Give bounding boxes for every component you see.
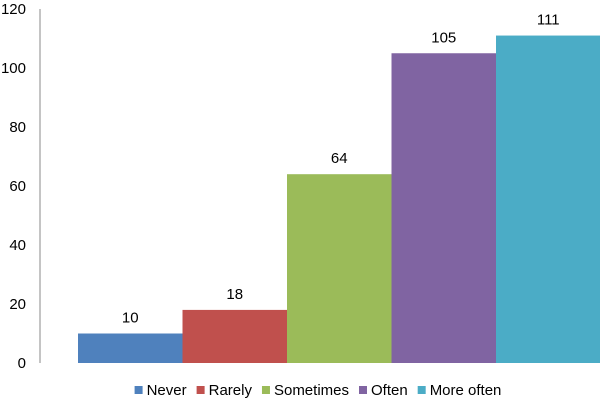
y-tick-label: 100 [1, 60, 26, 77]
bar-more-often [496, 35, 600, 364]
y-axis-ticks: 0 20 40 60 80 100 120 [1, 1, 26, 372]
legend-swatch [359, 386, 367, 394]
legend-label: Never [147, 382, 187, 399]
legend-item: Rarely [196, 382, 253, 399]
legend-item: Never [134, 382, 187, 399]
legend-label: More often [430, 382, 502, 399]
y-tick-label: 20 [9, 296, 26, 313]
bars [78, 35, 600, 364]
bar-often [391, 53, 496, 363]
legend-label: Often [371, 382, 408, 399]
legend-label: Rarely [209, 382, 253, 399]
bar-rarely [182, 309, 287, 363]
data-label: 111 [537, 12, 560, 29]
bar-never [78, 333, 183, 363]
y-tick-label: 60 [9, 178, 26, 195]
legend-swatch [417, 386, 426, 394]
legend-swatch [196, 386, 205, 394]
y-tick-label: 40 [9, 237, 26, 254]
legend-item: More often [417, 382, 502, 399]
data-label: 10 [122, 310, 139, 327]
legend-label: Sometimes [274, 382, 349, 399]
legend-item: Sometimes [261, 382, 349, 399]
y-tick-label: 0 [18, 355, 26, 372]
data-label: 18 [226, 286, 243, 303]
legend-swatch [261, 386, 270, 394]
y-tick-label: 120 [1, 1, 26, 18]
bar-sometimes [287, 174, 392, 363]
data-labels: 10 18 64 105 111 [122, 12, 560, 327]
legend-swatch [134, 386, 143, 394]
y-tick-label: 80 [9, 119, 26, 136]
legend-item: Often [359, 382, 408, 399]
data-label: 64 [331, 150, 348, 167]
data-label: 105 [431, 29, 456, 46]
legend: Never Rarely Sometimes Often More often [134, 382, 502, 399]
